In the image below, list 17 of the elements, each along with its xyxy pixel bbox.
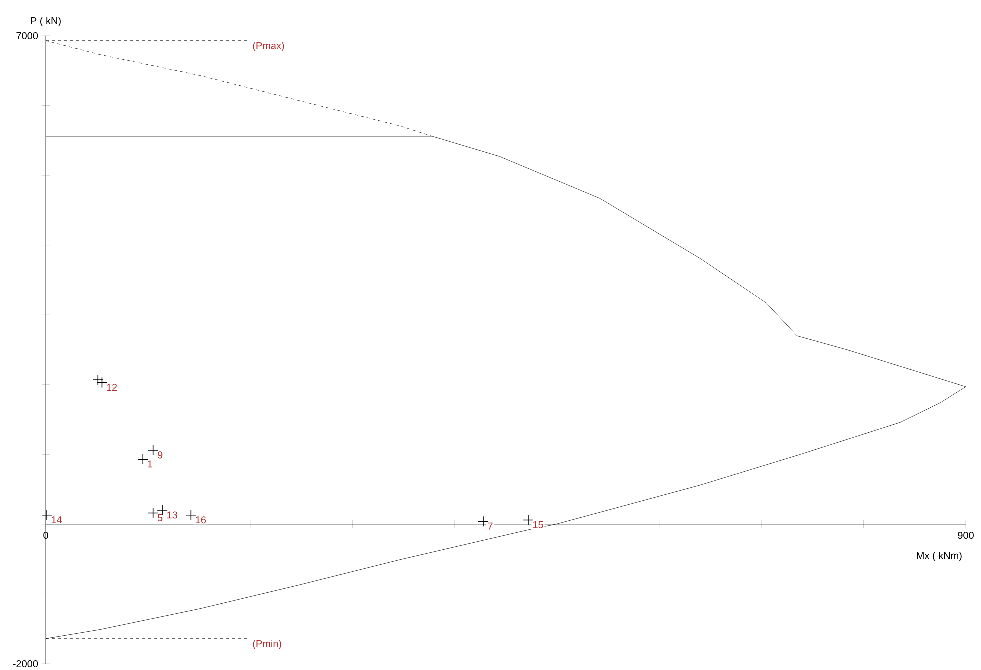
annotation: 7 xyxy=(488,522,493,530)
annotation: (Pmin) xyxy=(253,640,282,650)
annotation: 15 xyxy=(533,521,544,528)
x-tick-label: 900 xyxy=(958,532,974,540)
annotation: 12 xyxy=(107,384,118,391)
annotation: 14 xyxy=(52,516,62,524)
annotation: 16 xyxy=(196,516,206,524)
annotation: 5 xyxy=(158,514,163,522)
annotation: 1 xyxy=(148,460,152,468)
annotation: (Pmax) xyxy=(253,42,284,52)
annotation: 9 xyxy=(158,452,163,459)
x-axis-title: Mx ( kNm) xyxy=(917,552,962,562)
x-tick-label: 0 xyxy=(44,532,48,540)
y-axis-title: P ( kN) xyxy=(31,17,61,26)
y-tick-label: 7000 xyxy=(16,32,38,40)
annotation: 13 xyxy=(168,512,178,519)
y-tick-label: -2000 xyxy=(13,660,38,668)
